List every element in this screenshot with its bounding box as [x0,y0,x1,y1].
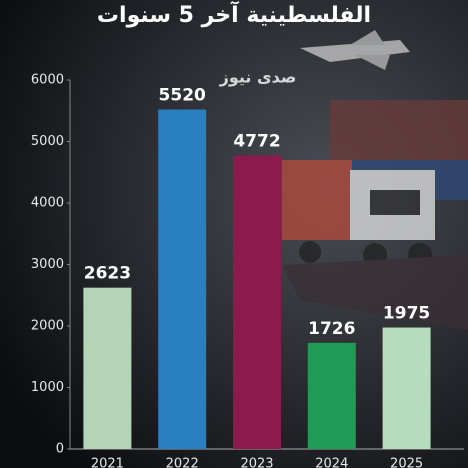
bar [158,109,207,450]
y-tick-label: 6000 [31,73,64,88]
y-tick-label: 0 [56,442,64,457]
x-tick-label: 2022 [166,457,199,468]
x-tick-label: 2021 [91,457,124,468]
x-tick-label: 2023 [240,457,273,468]
y-tick-label: 4000 [31,196,64,211]
chart-title: الفلسطينية آخر 5 سنوات [97,0,371,28]
watermark: صدى نيوز [219,68,297,87]
y-tick-label: 3000 [31,257,64,272]
bar [382,327,431,449]
x-tick-label: 2024 [315,457,348,468]
value-label: 1975 [383,304,430,324]
value-label: 5520 [159,86,206,106]
y-tick-label: 2000 [31,319,64,334]
background-photo [282,30,468,330]
value-label: 4772 [233,132,280,152]
value-label: 1726 [308,319,355,339]
x-tick-label: 2025 [390,457,423,468]
bar [83,287,132,449]
bar [233,155,281,449]
bar [307,342,356,449]
y-tick-label: 1000 [31,380,64,395]
y-tick-label: 5000 [31,134,64,149]
value-label: 2623 [84,264,131,284]
